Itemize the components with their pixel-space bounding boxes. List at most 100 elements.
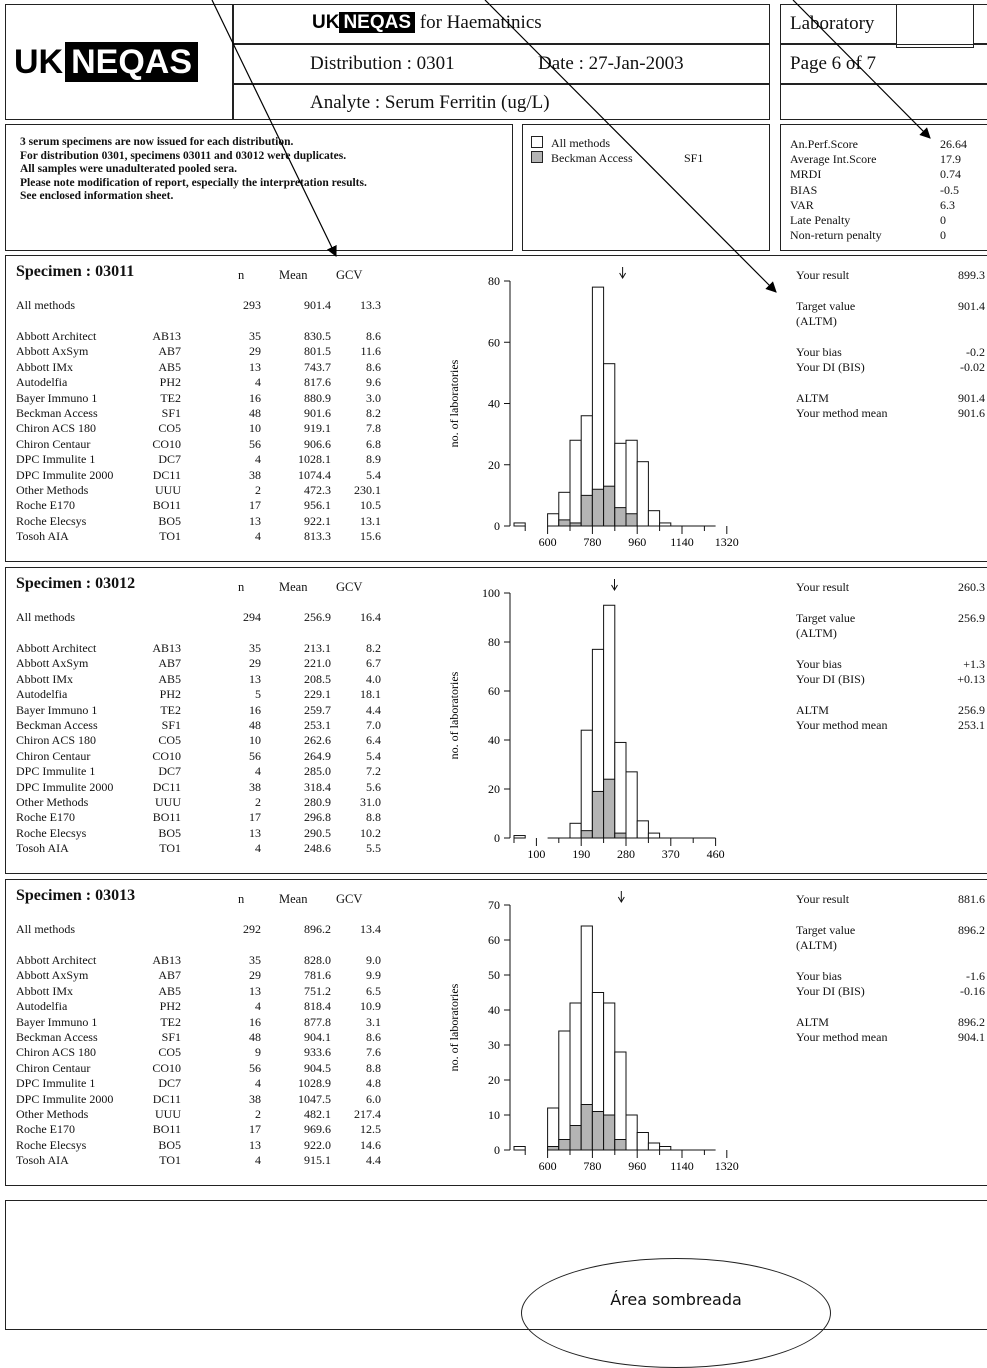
page-box (780, 44, 987, 84)
scheme-neqas: NEQAS (339, 12, 416, 33)
y-tick-label: 0 (494, 831, 500, 845)
result-value: -0.2 (966, 345, 985, 359)
histogram-chart: no. of laboratories 0 20 40 60 80 100 100 190 280… (447, 579, 725, 861)
y-tick-label: 0 (494, 519, 500, 533)
table-row: Abbott IMx AB5 13 751.2 6.5 (16, 983, 381, 998)
scheme-uk: UK (312, 12, 340, 33)
page-label: Page 6 of 7 (790, 53, 877, 74)
result-label: (ALTM) (796, 938, 837, 952)
table-row: Abbott AxSym AB7 29 781.6 9.9 (16, 968, 381, 983)
specimen-title: Specimen : 03011 (16, 263, 135, 280)
y-tick-label: 70 (488, 898, 500, 912)
result-label: ALTM (796, 391, 829, 405)
table-row: Roche Elecsys BO5 13 922.1 13.1 (16, 513, 381, 528)
table-row: Tosoh AIA TO1 4 813.3 15.6 (16, 529, 381, 544)
x-tick-label: 1320 (715, 1159, 739, 1173)
score-label: MRDI (790, 167, 822, 182)
score-row: BIAS -0.5 (790, 183, 976, 198)
result-label: Your DI (BIS) (796, 360, 865, 374)
result-label: Target value (796, 299, 856, 313)
table-row: Bayer Immuno 1 TE2 16 880.9 3.0 (16, 390, 381, 405)
y-axis-label: no. of laboratories (447, 671, 461, 759)
analyte-label: Analyte : Serum Ferritin (ug/L) (310, 92, 550, 113)
legend-box (522, 124, 770, 251)
result-row: Target value 901.4 (796, 299, 987, 314)
table-row: Bayer Immuno 1 TE2 16 259.7 4.4 (16, 702, 381, 717)
table-row: Chiron ACS 180 CO5 10 262.6 6.4 (16, 733, 381, 748)
result-value: -1.6 (966, 969, 985, 983)
score-value: 26.64 (940, 137, 967, 151)
score-label: Late Penalty (790, 213, 851, 228)
note-line: 3 serum specimens are now issued for eac… (20, 136, 294, 148)
result-value: -0.16 (960, 984, 985, 998)
table-row: DPC Immulite 1 DC7 4 285.0 7.2 (16, 764, 381, 779)
result-row: Your bias +1.3 (796, 657, 987, 672)
note-line: See enclosed information sheet. (20, 190, 174, 202)
score-row: Average Int.Score 17.9 (790, 152, 976, 167)
result-row: Your result 899.3 (796, 268, 987, 283)
col-mean-header: Mean (279, 268, 308, 282)
table-row: DPC Immulite 1 DC7 4 1028.9 4.8 (16, 1076, 381, 1091)
x-tick-label: 780 (583, 1159, 601, 1173)
table-row: Other Methods UUU 2 280.9 31.0 (16, 795, 381, 809)
table-row: Abbott IMx AB5 13 743.7 8.6 (16, 359, 381, 374)
legend-swatch-white (531, 136, 543, 148)
result-row: Your method mean 253.1 (796, 718, 987, 733)
legend-method-code: SF1 (684, 151, 704, 165)
x-tick-label: 600 (539, 535, 557, 549)
score-row: VAR 6.3 (790, 198, 976, 213)
result-row: Your result 881.6 (796, 892, 987, 907)
analyte-box (233, 84, 770, 120)
table-row: Chiron Centaur CO10 56 264.9 5.4 (16, 748, 381, 763)
legend-method: Beckman Access (531, 151, 633, 166)
histogram-bar (513, 835, 526, 839)
x-tick-label: 280 (617, 847, 635, 861)
table-row: Chiron ACS 180 CO5 10 919.1 7.8 (16, 421, 381, 436)
table-row: Other Methods UUU 2 482.1 217.4 (16, 1107, 381, 1121)
col-n-header: n (238, 268, 245, 282)
specimen-title: Specimen : 03012 (16, 575, 136, 592)
result-row: ALTM 896.2 (796, 1015, 987, 1030)
result-label: Target value (796, 611, 856, 625)
scores-list: An.Perf.Score 26.64 Average Int.Score 17.… (790, 137, 976, 243)
y-tick-label: 30 (488, 1038, 500, 1052)
y-axis-label: no. of laboratories (447, 359, 461, 447)
notes: 3 serum specimens are now issued for eac… (20, 136, 367, 204)
result-row: Target value 896.2 (796, 923, 987, 938)
table-row: Autodelfia PH2 4 817.6 9.6 (16, 375, 381, 390)
note-line: Please note modification of report, espe… (20, 176, 367, 189)
x-tick-label: 960 (628, 1159, 646, 1173)
table-row: Abbott IMx AB5 13 208.5 4.0 (16, 671, 381, 686)
result-value: 901.4 (958, 299, 985, 313)
legend-swatch-grey (531, 151, 543, 163)
y-tick-label: 20 (488, 458, 500, 472)
scores-box (780, 124, 987, 251)
callout-text: Área sombreada (610, 1290, 742, 1309)
result-value: 896.2 (958, 1015, 985, 1029)
table-row: DPC Immulite 2000 DC11 38 318.4 5.6 (16, 779, 381, 794)
x-tick-label: 1140 (670, 1159, 694, 1173)
result-value: +0.13 (957, 672, 985, 686)
table-row: Roche E170 BO11 17 296.8 8.8 (16, 810, 381, 825)
score-label: Average Int.Score (790, 152, 877, 167)
specimen-panel (5, 567, 987, 874)
ukneqas-logo: UK NEQAS (14, 42, 199, 82)
scheme-box (233, 4, 770, 44)
result-label: Your result (796, 580, 850, 594)
result-label: (ALTM) (796, 314, 837, 328)
y-tick-label: 40 (488, 397, 500, 411)
y-tick-label: 50 (488, 968, 500, 982)
score-value: 0 (940, 213, 946, 228)
result-row: (ALTM) (796, 626, 987, 641)
table-row: Abbott Architect AB13 35 830.5 8.6 (16, 329, 381, 343)
y-tick-label: 60 (488, 933, 500, 947)
x-tick-label: 960 (628, 535, 646, 549)
histogram-chart: no. of laboratories 0 20 40 60 80 600 780 960 114… (447, 267, 739, 549)
col-gcv-header: GCV (336, 268, 363, 282)
table-row: Chiron Centaur CO10 56 906.6 6.8 (16, 436, 381, 451)
score-value: 6.3 (940, 197, 955, 212)
result-value: 256.9 (958, 703, 985, 717)
distribution-label: Distribution : 0301 (310, 53, 455, 74)
result-label: Your method mean (796, 1030, 888, 1044)
result-label: ALTM (796, 703, 829, 717)
